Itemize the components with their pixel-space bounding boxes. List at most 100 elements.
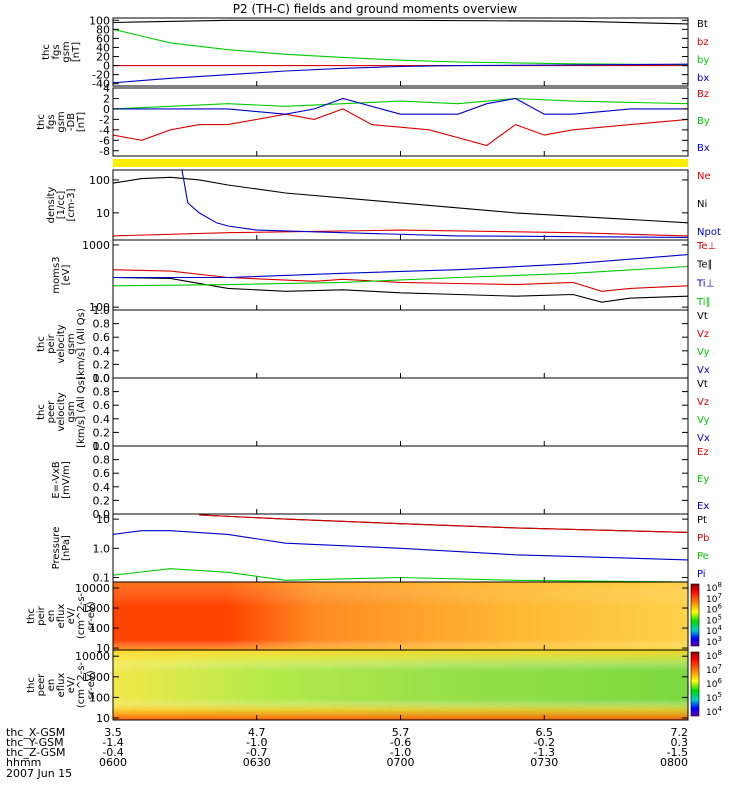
series-bx-line (113, 97, 688, 115)
series-pi-line (112, 530, 689, 561)
y-axis-label: thc (26, 677, 37, 693)
y-tick-label: 10000 (75, 582, 110, 595)
panel-frame (112, 87, 689, 157)
legend-ey: Ey (697, 474, 709, 485)
y-tick-label: 100 (89, 622, 110, 635)
flag-bar (113, 159, 688, 167)
y-tick-label: -2 (99, 113, 110, 126)
ephemeris-value: 0630 (243, 756, 271, 769)
y-tick-label: 10 (96, 513, 110, 526)
legend-bx: Bx (697, 143, 710, 154)
y-axis-label: [nPa] (61, 535, 72, 561)
panel-frame (112, 309, 689, 379)
y-axis-label: eV/ (66, 607, 77, 624)
y-axis-label: peir (46, 333, 57, 353)
y-tick-label: 0.2 (93, 358, 111, 371)
colorbar-label: 104 (706, 705, 722, 718)
series-ti⊥-line (113, 254, 689, 279)
series-by-line (112, 97, 689, 110)
y-axis-label: gsm (56, 111, 67, 132)
ephemeris-value: -1.0 (246, 736, 267, 749)
legend-ti∥: Ti∥ (696, 297, 711, 308)
legend-ez: Ez (697, 447, 709, 458)
panel-2 (113, 159, 688, 167)
panel-frame (112, 377, 689, 447)
spectrogram-shade (113, 582, 688, 650)
series-ne-line (112, 229, 689, 237)
ephemeris-label: thc_X-GSM (6, 726, 65, 739)
y-axis-label: eflux (56, 604, 67, 629)
y-axis-label: thc (41, 44, 52, 60)
y-axis-label: [km/s] (All Qs) (76, 308, 87, 380)
panel-frame (112, 239, 689, 311)
y-axis-label: density (46, 187, 57, 224)
y-axis-label: thc (36, 336, 47, 352)
ephemeris-value: 0730 (530, 756, 558, 769)
legend-vy: Vy (697, 415, 710, 426)
colorbar-label: 106 (706, 677, 722, 690)
y-tick-label: 40 (96, 41, 110, 54)
y-tick-label: 0.6 (93, 331, 111, 344)
y-axis-label: velocity (56, 324, 67, 363)
y-axis-label: [km/s] (All Qs) (76, 376, 87, 448)
y-axis-label: thc (26, 608, 37, 624)
y-axis-label: (cm^2-s- (76, 592, 87, 639)
ephemeris-value: -1.5 (667, 746, 688, 759)
y-axis-label: fgs (46, 114, 57, 129)
colorbar-label: 105 (706, 691, 722, 704)
y-axis-label: gsm (66, 401, 77, 422)
legend-bt: Bt (697, 19, 708, 30)
ephemeris-label: thc_Y-GSM (6, 736, 64, 749)
y-tick-label: 0.4 (93, 345, 111, 358)
legend-vz: Vz (697, 397, 709, 408)
y-tick-label: 10 (96, 642, 110, 655)
panel-8: Pt Pb Pe Pi 10 1.0 0.1 Pressure [nPa] (51, 513, 709, 584)
panel-frame (112, 445, 689, 515)
y-axis-label: gsm (61, 41, 72, 62)
legend-npot: Npot (697, 227, 721, 238)
panel-1: Bz By Bx 420-2-4-6-8 thc fgs gsm -DB [nT] (36, 82, 710, 158)
series-by-line (112, 28, 689, 66)
series-bx-line (112, 63, 689, 84)
series-ni-line (112, 176, 689, 224)
legend-te∥: Te∥ (696, 260, 713, 271)
y-tick-label: 0.8 (93, 386, 111, 399)
y-tick-label: 0.0 (93, 440, 111, 453)
y-tick-label: 0.4 (93, 413, 111, 426)
y-tick-label: 0.6 (93, 399, 111, 412)
ephemeris-value: 6.5 (536, 726, 554, 739)
y-tick-label: 100 (89, 691, 110, 704)
y-tick-label: 0.2 (93, 426, 111, 439)
ephemeris-value: -1.3 (534, 746, 555, 759)
y-tick-label: 80 (96, 23, 110, 36)
panel-frame (112, 169, 689, 241)
legend-ex: Ex (697, 501, 709, 512)
legend-te⊥: Te⊥ (696, 241, 716, 252)
y-axis-label: eV/ (66, 676, 77, 693)
series-bt-line (112, 19, 689, 25)
y-tick-label: 10000 (75, 650, 110, 663)
y-tick-label: 10 (96, 712, 110, 725)
colorbar (690, 583, 700, 647)
y-tick-label: 0 (103, 60, 110, 73)
series-te⊥-line (112, 269, 689, 292)
y-tick-label: 0.0 (93, 372, 111, 385)
colorbar-label: 107 (706, 663, 722, 676)
y-axis-label: [nT] (76, 112, 87, 132)
legend-bx: bx (697, 73, 709, 84)
date-label: 2007 Jun 15 (6, 767, 72, 780)
legend-ni: Ni (697, 199, 707, 210)
y-tick-label: 20 (96, 51, 110, 64)
y-axis-label: eflux (56, 673, 67, 698)
y-tick-label: 10 (96, 207, 110, 220)
legend-pt: Pt (697, 515, 707, 526)
y-axis-label: [1/cc] (56, 191, 67, 220)
y-tick-label: 0.4 (93, 481, 111, 494)
y-tick-label: 1000 (82, 602, 110, 615)
series-pt-line (199, 514, 689, 533)
y-axis-label: en (46, 610, 57, 623)
y-tick-label: 0.6 (93, 467, 111, 480)
